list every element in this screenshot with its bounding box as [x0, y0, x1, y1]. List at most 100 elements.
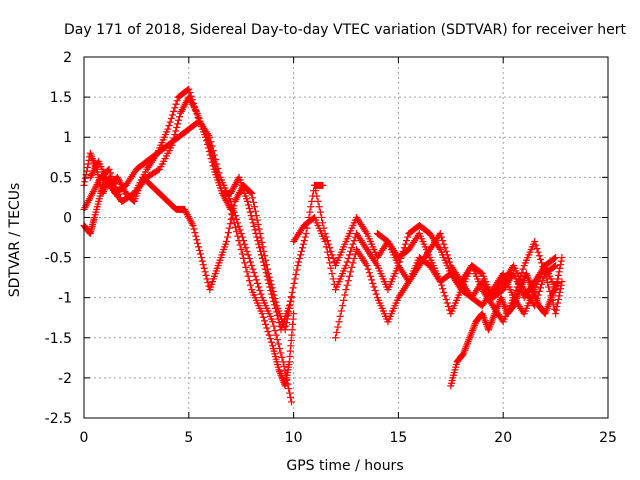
data-point: [250, 203, 258, 211]
data-point: [286, 301, 294, 309]
y-tick-label: -0.5: [45, 251, 72, 267]
data-point: [173, 123, 181, 131]
data-point: [280, 362, 288, 370]
data-point: [192, 232, 200, 240]
data-point: [275, 319, 283, 327]
data-point: [285, 385, 293, 393]
data-point: [204, 144, 212, 152]
data-point: [441, 292, 449, 300]
data-point: [325, 240, 333, 248]
data-point: [190, 225, 198, 233]
data-point: [555, 268, 563, 276]
data-point: [262, 256, 270, 264]
data-point: [308, 197, 316, 205]
y-tick-label: 0.5: [50, 170, 72, 186]
data-point: [550, 254, 558, 262]
data-point: [207, 138, 215, 146]
data-point: [210, 151, 218, 159]
axis-ticks: 0 5 10 15 20 25 2 1.5 1 0.5 0 -0.5 -1 -1.5 -2 -2.5: [45, 50, 617, 446]
chart-title: Day 171 of 2018, Sidereal Day-to-day VTE…: [64, 22, 626, 38]
data-point: [295, 258, 303, 266]
data-point: [256, 229, 264, 237]
data-point: [196, 250, 204, 258]
data-point: [519, 265, 527, 273]
data-point: [403, 237, 411, 245]
data-point: [197, 254, 205, 262]
data-point: [261, 252, 269, 260]
data-point: [81, 178, 89, 186]
data-point: [245, 254, 253, 262]
data-point: [263, 324, 271, 332]
data-point: [236, 241, 244, 249]
data-point: [443, 299, 451, 307]
data-point: [315, 203, 323, 211]
data-point: [209, 162, 217, 170]
grid: [84, 57, 608, 418]
data-point: [212, 156, 220, 164]
data-point: [442, 247, 450, 255]
data-point: [332, 334, 340, 342]
y-tick-label: -1.5: [45, 331, 72, 347]
data-point: [539, 277, 547, 285]
data-point: [175, 113, 183, 121]
data-point: [228, 211, 236, 219]
data-point: [345, 272, 353, 280]
data-point: [276, 344, 284, 352]
data-point: [255, 225, 263, 233]
data-point: [164, 125, 172, 133]
data-point: [259, 243, 267, 251]
data-point: [365, 269, 373, 277]
data-point: [556, 261, 564, 269]
data-point: [185, 85, 193, 93]
data-point: [258, 310, 266, 318]
x-tick-label: 20: [494, 430, 512, 446]
data-point: [225, 224, 233, 232]
data-point: [313, 192, 321, 200]
data-point: [204, 279, 212, 287]
data-point: [252, 276, 260, 284]
data-point: [348, 263, 356, 271]
data-point: [175, 116, 183, 124]
data-point: [440, 288, 448, 296]
data-point: [326, 244, 334, 252]
data-point: [301, 233, 309, 241]
data-point: [368, 276, 376, 284]
data-point: [335, 318, 343, 326]
data-point: [552, 310, 560, 318]
data-point: [312, 187, 320, 195]
data-point: [535, 287, 543, 295]
data-point: [105, 165, 113, 173]
data-point: [243, 247, 251, 255]
data-point: [244, 272, 252, 280]
data-point: [341, 291, 349, 299]
data-point: [323, 237, 331, 245]
data-point: [250, 222, 258, 230]
data-point: [267, 280, 275, 288]
data-point: [554, 295, 562, 303]
data-point: [196, 246, 204, 254]
data-point: [247, 281, 255, 289]
data-point: [244, 251, 252, 259]
y-tick-label: -2.5: [45, 411, 72, 427]
data-point: [307, 203, 315, 211]
data-points: [80, 85, 566, 406]
y-tick-label: 0: [63, 210, 72, 226]
data-point: [281, 367, 289, 375]
data-point: [247, 188, 255, 196]
data-point: [281, 326, 289, 334]
data-point: [246, 208, 254, 216]
data-point: [206, 133, 214, 141]
data-point: [536, 284, 544, 292]
data-point: [347, 247, 355, 255]
data-point: [198, 257, 206, 265]
data-point: [444, 254, 452, 262]
data-point: [552, 306, 560, 314]
data-point: [554, 299, 562, 307]
x-tick-label: 10: [285, 430, 303, 446]
data-point: [532, 298, 540, 306]
data-point: [83, 164, 91, 172]
data-point: [366, 272, 374, 280]
data-point: [251, 272, 259, 280]
data-point: [264, 265, 272, 273]
data-point: [274, 340, 282, 348]
